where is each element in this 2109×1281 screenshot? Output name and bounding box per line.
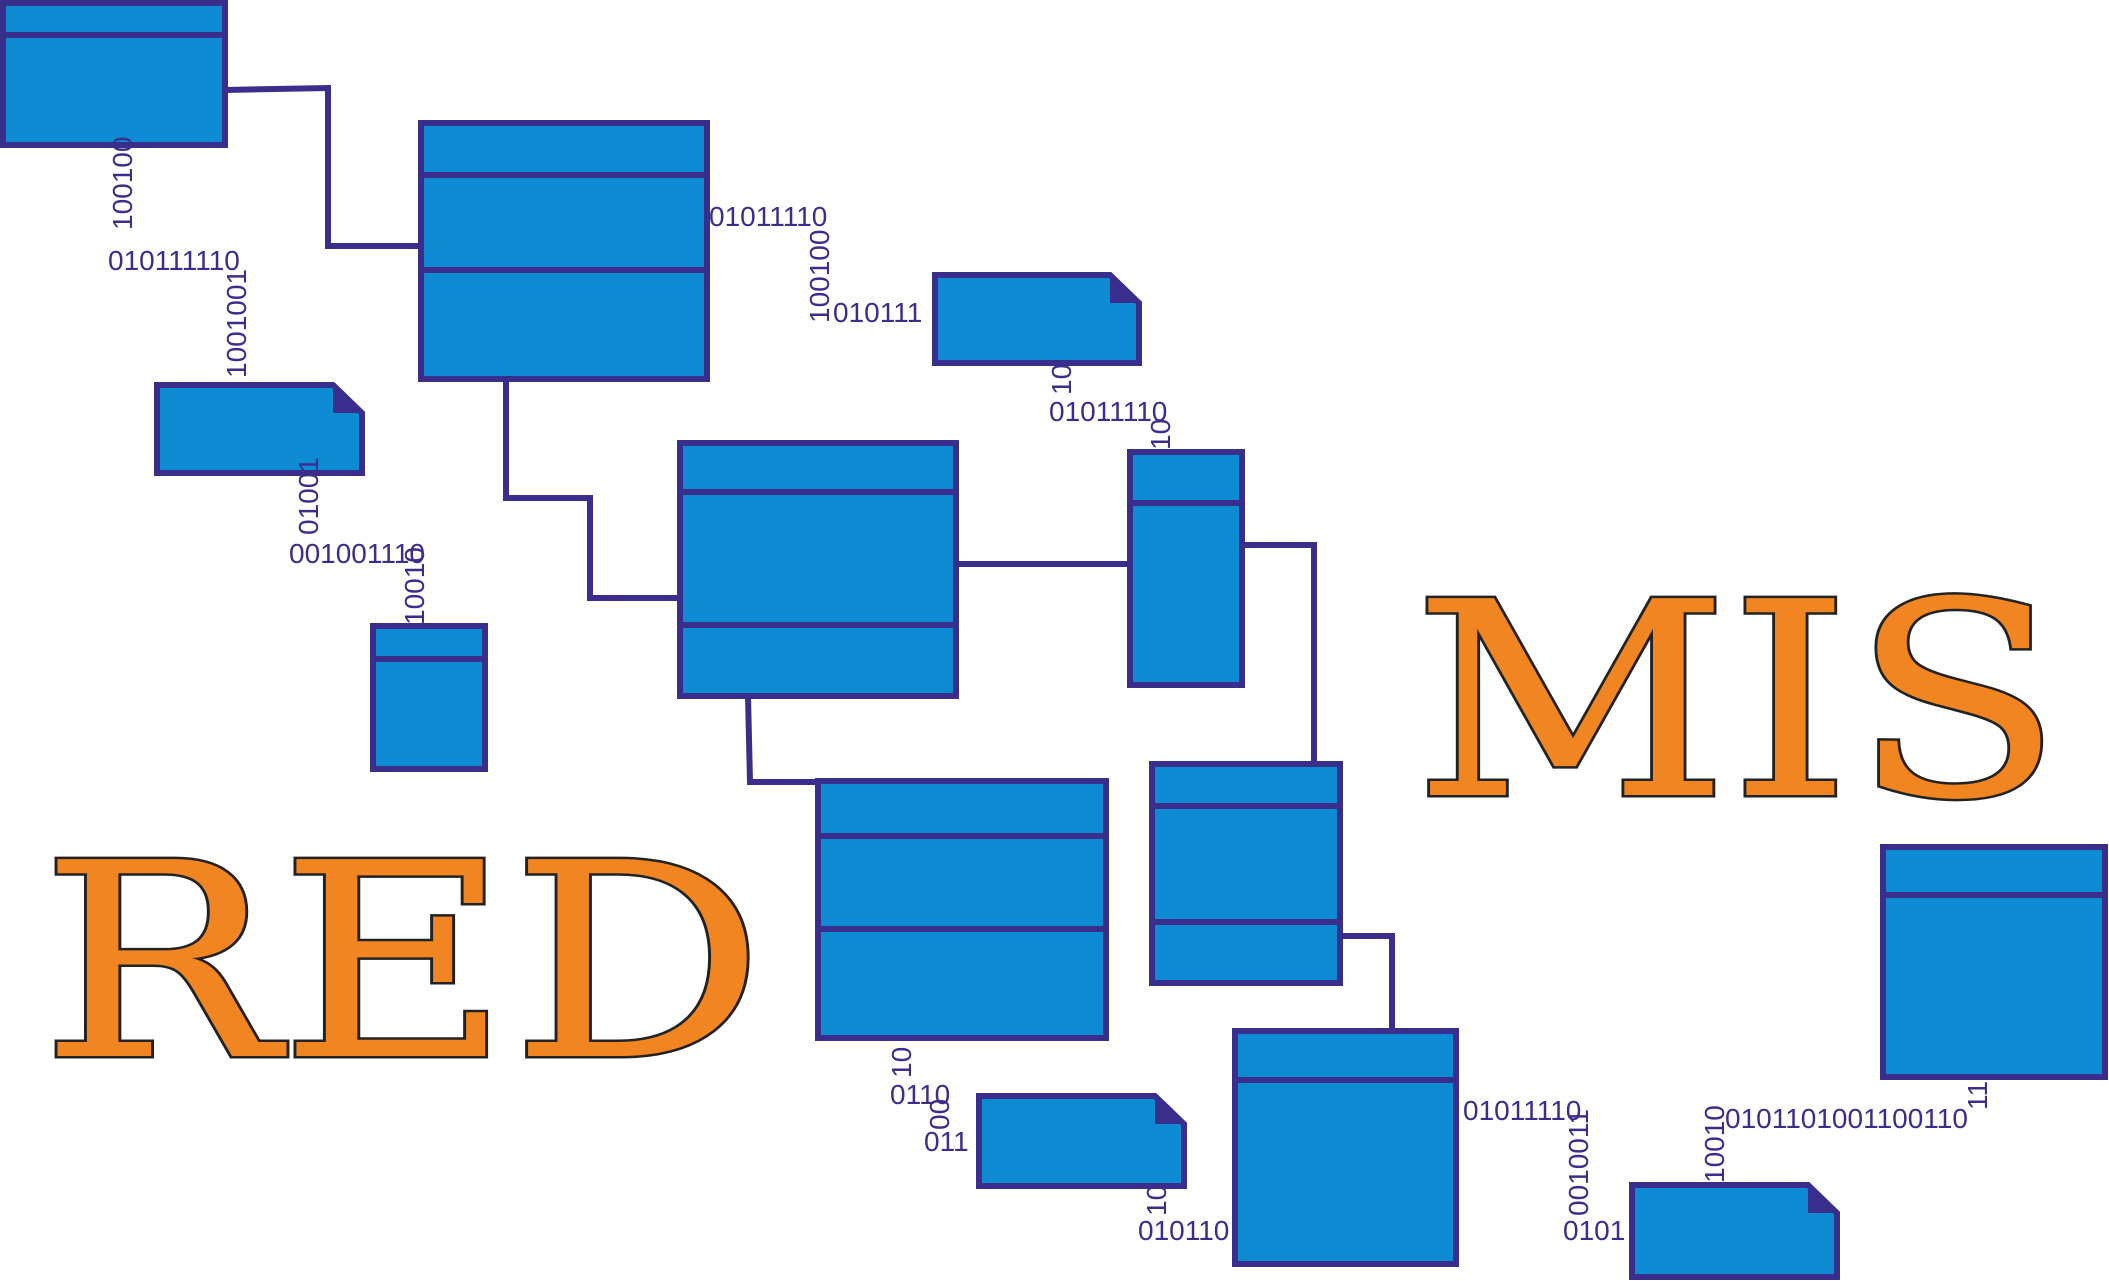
connector-line <box>223 84 422 249</box>
binary-label: 010110 <box>1138 1215 1229 1246</box>
binary-label: 100100 <box>107 137 138 230</box>
window-box <box>0 0 228 148</box>
document-shape <box>1629 1182 1840 1280</box>
window-box <box>1880 844 2108 1080</box>
binary-label: 10010 <box>1699 1105 1730 1183</box>
binary-label: 10 <box>1141 1185 1172 1216</box>
title-word-left: RED <box>40 805 765 1120</box>
binary-label: 00 <box>924 1099 955 1130</box>
binary-label: 010111110 <box>108 245 240 276</box>
window-box <box>815 778 1109 1041</box>
binary-label: 10 <box>1046 364 1077 395</box>
connectors <box>223 84 1395 1032</box>
binary-label: 100100 <box>804 230 835 323</box>
binary-label: 1001001 <box>221 269 252 378</box>
binary-label: 010111 <box>833 297 922 328</box>
connector-line <box>745 695 820 785</box>
binary-label: 11 <box>1962 1081 1993 1110</box>
binary-label: 10 <box>1145 419 1176 450</box>
binary-label: 0010011 <box>1563 1109 1594 1216</box>
window-box <box>1232 1028 1459 1267</box>
window-box <box>1149 761 1343 986</box>
binary-label: 01011110 <box>1049 396 1167 427</box>
binary-label: 01011110 <box>1463 1095 1581 1126</box>
window-box <box>1127 449 1245 688</box>
binary-label: 0110 <box>890 1079 950 1110</box>
binary-label: 01011110 <box>709 201 827 232</box>
document-shape <box>976 1093 1187 1189</box>
binary-label: 011 <box>924 1126 969 1157</box>
document-shape <box>154 382 365 476</box>
binary-label: 10 <box>886 1047 917 1078</box>
binary-labels: 100100 010111110 1001001 01011110 100100… <box>107 137 1993 1246</box>
binary-label: 01001 <box>293 457 324 535</box>
binary-label: 0101 <box>1563 1215 1625 1246</box>
binary-label: 001001110 <box>289 538 425 569</box>
connector-line <box>1340 933 1395 1032</box>
connector-line <box>503 380 680 601</box>
binary-label: 0101101001100110 <box>1725 1103 1968 1134</box>
connector-line <box>1242 542 1317 766</box>
document-shape <box>932 272 1142 366</box>
binary-label: 10010 <box>399 547 430 625</box>
window-box <box>418 120 710 382</box>
window-box <box>677 440 959 699</box>
window-box <box>370 623 488 772</box>
title-word-right: MIS <box>1413 544 2063 859</box>
